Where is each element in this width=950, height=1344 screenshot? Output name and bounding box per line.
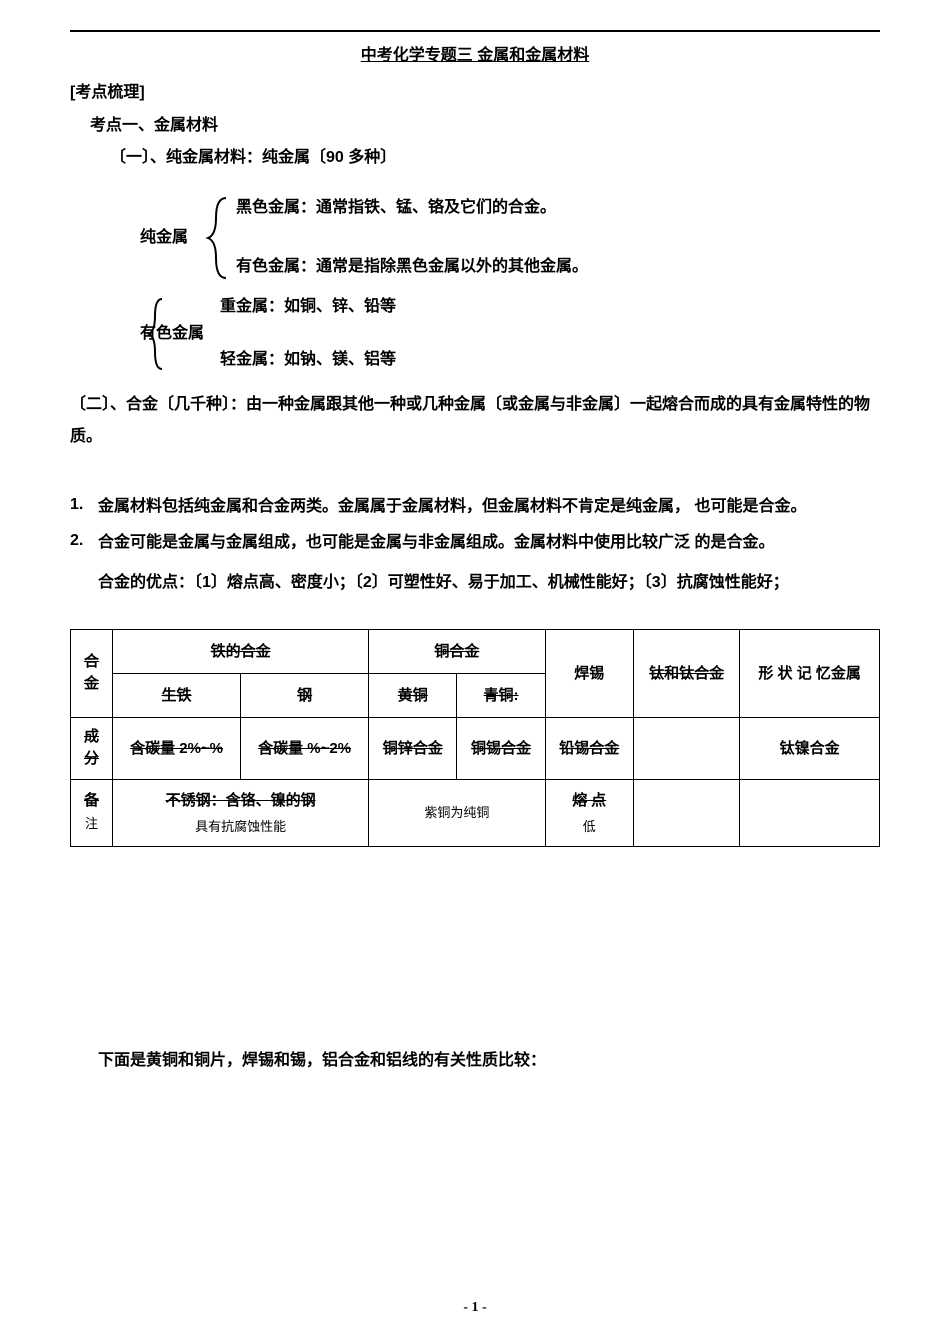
section-header: [考点梳理]	[70, 79, 880, 108]
iron-c1: 含碳量 2%~%	[113, 717, 241, 779]
list-item-1: 1. 金属材料包括纯金属和合金两类。金属属于金属材料，但金属材料不肯定是纯金属，…	[70, 491, 880, 523]
row-header-1: 合金	[71, 629, 113, 717]
table-row: 备注 不锈钢：含铬、镍的钢具有抗腐蚀性能 紫铜为纯铜 熔 点低	[71, 779, 880, 846]
list-num: 1.	[70, 491, 98, 523]
copper-sub2: 青铜:	[457, 673, 545, 717]
shape-c: 钛镍合金	[740, 717, 880, 779]
brace2-item-2: 轻金属：如钠、镁、铝等	[220, 346, 396, 375]
solder-c: 铅锡合金	[545, 717, 633, 779]
copper-sub1: 黄铜	[369, 673, 457, 717]
iron-sub1: 生铁	[113, 673, 241, 717]
copper-note: 紫铜为纯铜	[369, 779, 546, 846]
table-row: 合金 铁的合金 铜合金 焊锡 钛和钛合金 形 状 记 忆金属	[71, 629, 880, 673]
iron-sub2: 钢	[241, 673, 369, 717]
ti-header: 钛和钛合金	[633, 629, 739, 717]
copper-c1: 铜锌合金	[369, 717, 457, 779]
iron-note: 不锈钢：含铬、镍的钢具有抗腐蚀性能	[113, 779, 369, 846]
ti-c	[633, 717, 739, 779]
row-header-2: 成分	[71, 717, 113, 779]
sub2-text: 〔二〕、合金〔几千种〕：由一种金属跟其他一种或几种金属〔或金属与非金属〕一起熔合…	[70, 389, 880, 453]
ti-note	[633, 779, 739, 846]
solder-note: 熔 点低	[545, 779, 633, 846]
top-rule	[70, 30, 880, 32]
compare-text: 下面是黄铜和铜片，焊锡和锡，铝合金和铝线的有关性质比较：	[98, 1047, 880, 1076]
brace1-items: 黑色金属：通常指铁、锰、铬及它们的合金。 有色金属：通常是指除黑色金属以外的其他…	[236, 194, 588, 282]
page-number: - 1 -	[0, 1295, 950, 1320]
sub1: 〔一〕、纯金属材料：纯金属〔90 多种〕	[110, 144, 880, 173]
brace1-item-2: 有色金属：通常是指除黑色金属以外的其他金属。	[236, 253, 588, 282]
row-header-3: 备注	[71, 779, 113, 846]
alloy-table: 合金 铁的合金 铜合金 焊锡 钛和钛合金 形 状 记 忆金属 生铁 钢 黄铜 青…	[70, 629, 880, 847]
page-title: 中考化学专题三 金属和金属材料	[70, 42, 880, 71]
point1: 考点一、金属材料	[90, 112, 880, 141]
brace-icon	[196, 193, 236, 283]
brace1-label: 纯金属	[140, 224, 188, 253]
shape-header: 形 状 记 忆金属	[740, 629, 880, 717]
solder-header: 焊锡	[545, 629, 633, 717]
copper-header: 铜合金	[369, 629, 546, 673]
iron-c2: 含碳量 %~2%	[241, 717, 369, 779]
brace1-item-1: 黑色金属：通常指铁、锰、铬及它们的合金。	[236, 194, 588, 223]
list-text-1: 金属材料包括纯金属和合金两类。金属属于金属材料，但金属材料不肯定是纯金属， 也可…	[98, 491, 880, 523]
list-num: 2.	[70, 527, 98, 559]
table-row: 成分 含碳量 2%~% 含碳量 %~2% 铜锌合金 铜锡合金 铅锡合金 钛镍合金	[71, 717, 880, 779]
brace-icon	[140, 294, 170, 374]
brace2-item-1: 重金属：如铜、锌、铅等	[220, 293, 396, 322]
list-item-2: 2. 合金可能是金属与金属组成，也可能是金属与非金属组成。金属材料中使用比较广泛…	[70, 527, 880, 559]
list-text-2: 合金可能是金属与金属组成，也可能是金属与非金属组成。金属材料中使用比较广泛 的是…	[98, 527, 880, 559]
brace2-items: 重金属：如铜、锌、铅等 轻金属：如钠、镁、铝等	[220, 293, 396, 375]
shape-note	[740, 779, 880, 846]
brace-group-colored-metal: 有色金属 重金属：如铜、锌、铅等 轻金属：如钠、镁、铝等	[140, 293, 880, 375]
copper-c2: 铜锡合金	[457, 717, 545, 779]
iron-header: 铁的合金	[113, 629, 369, 673]
brace-group-pure-metal: 纯金属 黑色金属：通常指铁、锰、铬及它们的合金。 有色金属：通常是指除黑色金属以…	[140, 193, 880, 283]
advantages: 合金的优点：〔1〕熔点高、密度小；〔2〕可塑性好、易于加工、机械性能好；〔3〕抗…	[98, 567, 880, 599]
